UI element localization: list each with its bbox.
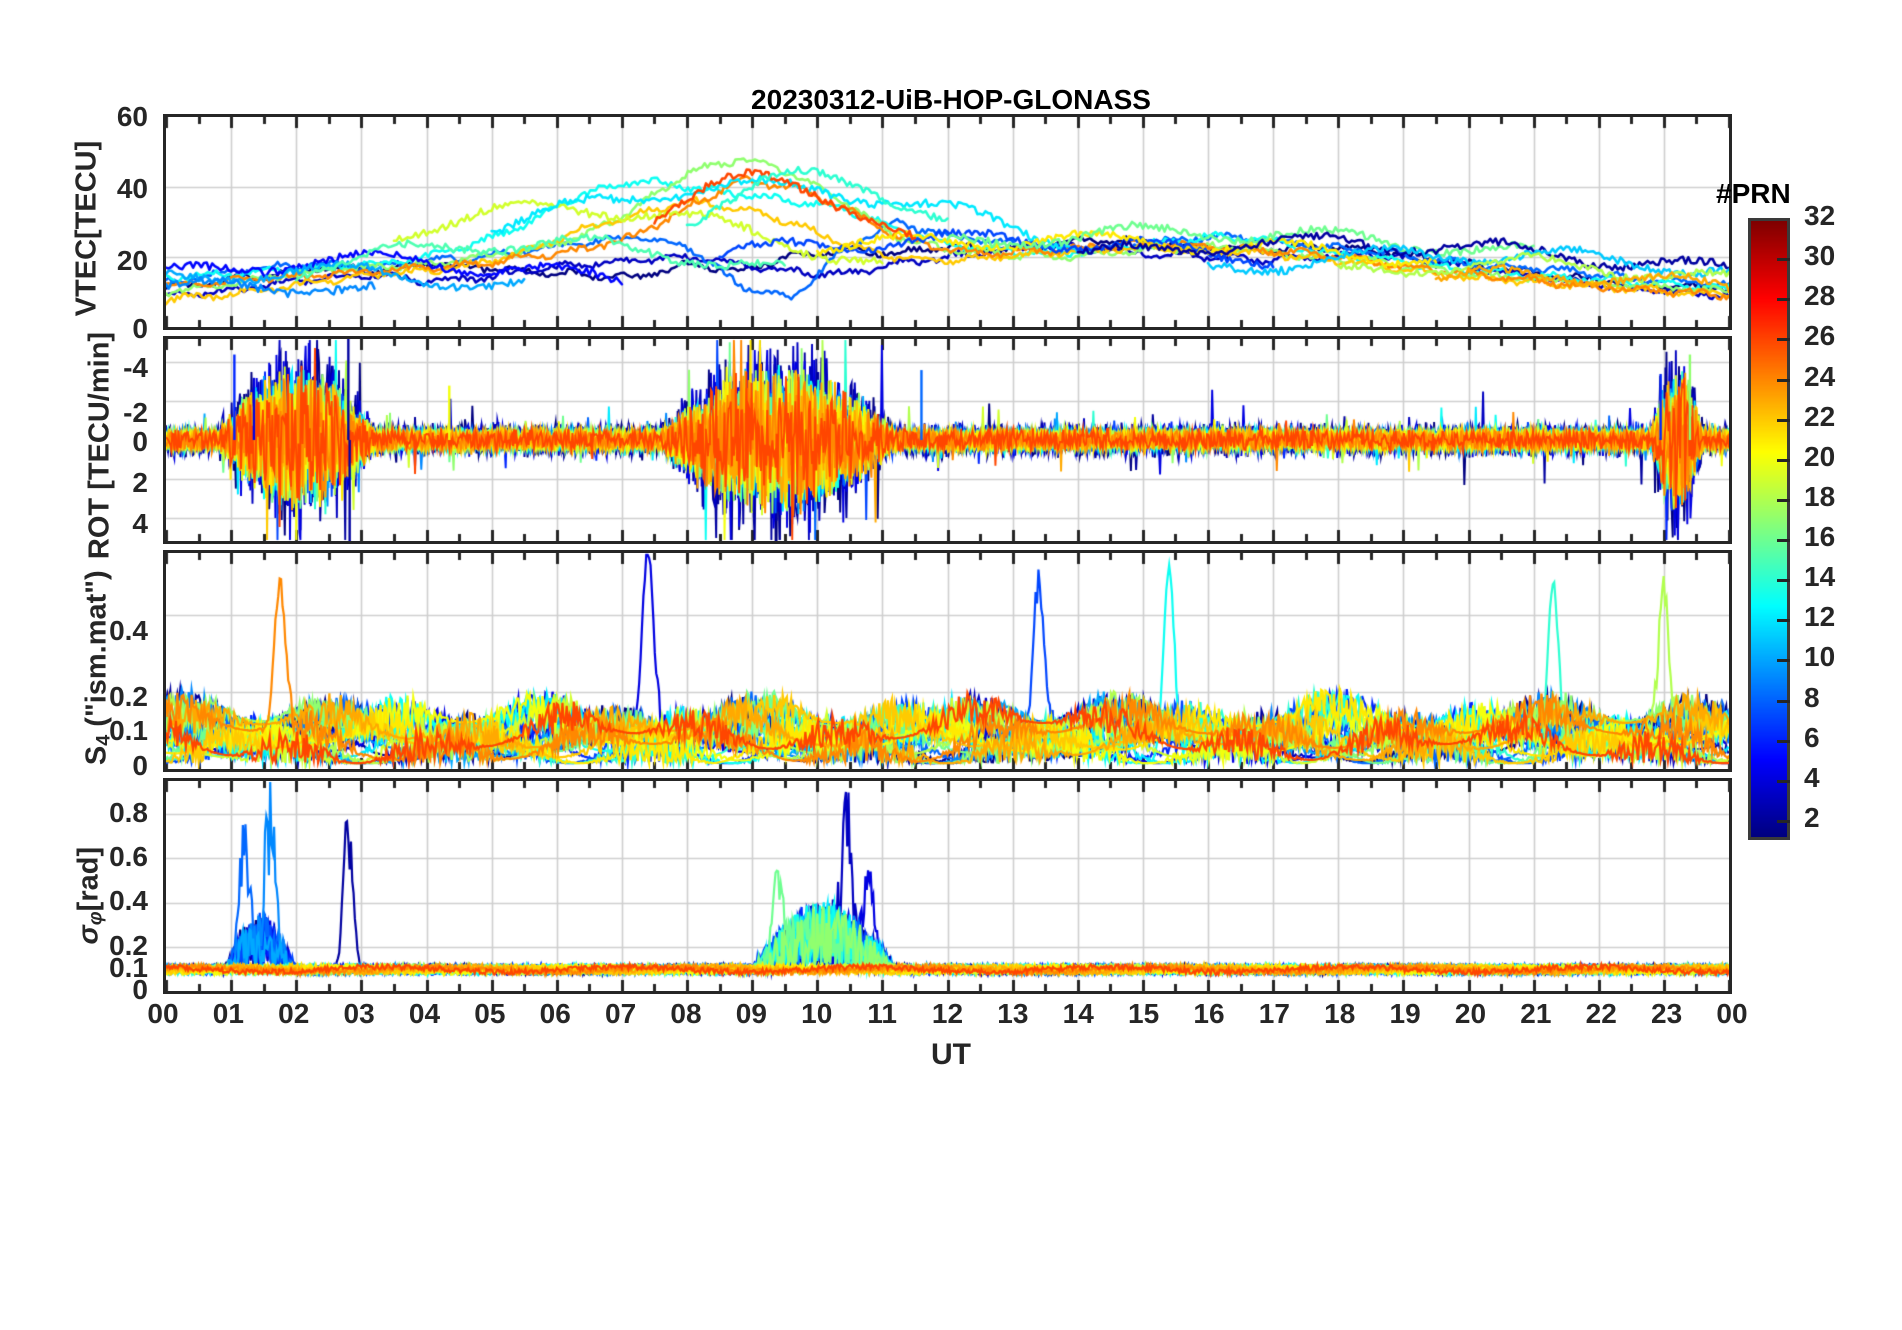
colorbar-tickmark-16 (1777, 539, 1790, 543)
colorbar-tick-24: 24 (1804, 360, 1836, 392)
colorbar-tick-26: 26 (1804, 320, 1836, 352)
colorbar-title: #PRN (1716, 178, 1791, 209)
ytick-sp-0: 0 (132, 974, 148, 1005)
colorbar-tickmark-14 (1777, 579, 1790, 583)
ytick-vtec-0: 0 (132, 313, 148, 344)
xtick-07-7: 07 (605, 998, 637, 1029)
colorbar-tickmark-20 (1777, 458, 1790, 462)
colorbar-tick-4: 4 (1804, 761, 1820, 793)
xtick-09-9: 09 (735, 998, 767, 1029)
colorbar-tick-16: 16 (1804, 521, 1836, 553)
xtick-12-12: 12 (931, 998, 964, 1029)
xtick-13-13: 13 (997, 998, 1029, 1029)
colorbar-tick-20: 20 (1804, 440, 1836, 472)
ytick-vtec-20: 20 (116, 245, 148, 276)
xtick-20-20: 20 (1454, 998, 1487, 1029)
colorbar-tick-28: 28 (1804, 280, 1836, 312)
xtick-19-19: 19 (1389, 998, 1421, 1029)
ytick-sp-06: 0.6 (109, 841, 148, 872)
colorbar-tick-18: 18 (1804, 480, 1836, 512)
colorbar-tickmark-4 (1777, 779, 1790, 783)
ytick-sp-08: 0.8 (109, 797, 148, 828)
colorbar-tick-12: 12 (1804, 601, 1836, 633)
xtick-04-4: 04 (408, 998, 441, 1029)
xtick-11-11: 11 (867, 998, 897, 1029)
ytick-s4-01: 0.1 (109, 715, 148, 746)
colorbar-tick-14: 14 (1804, 561, 1836, 593)
ytick-rot-m4: 4 (132, 508, 148, 539)
colorbar-tickmark-18 (1777, 498, 1790, 502)
panel-s4 (163, 550, 1732, 772)
colorbar-tickmark-8 (1777, 699, 1790, 703)
colorbar-tick-22: 22 (1804, 400, 1836, 432)
ytick-s4-0: 0 (132, 750, 148, 781)
figure-title: 20230312-UiB-HOP-GLONASS (751, 84, 1151, 115)
ytick-s4-04: 0.4 (109, 615, 148, 646)
ytick-vtec-40: 40 (116, 173, 148, 204)
colorbar-tick-6: 6 (1804, 721, 1820, 753)
x-axis-label: UT (931, 1038, 971, 1071)
colorbar-gradient (1748, 218, 1790, 840)
ytick-s4-02: 0.2 (109, 681, 148, 712)
xtick-05-5: 05 (474, 998, 506, 1029)
colorbar-tick-8: 8 (1804, 681, 1820, 713)
ytick-rot-2: -2 (123, 397, 148, 428)
ytick-sp-01: 0.1 (109, 952, 148, 983)
colorbar-tick-30: 30 (1804, 240, 1836, 272)
colorbar-tickmark-28 (1777, 298, 1790, 302)
colorbar-tickmark-22 (1777, 418, 1790, 422)
xtick-14-14: 14 (1062, 998, 1094, 1029)
xtick-16-16: 16 (1193, 998, 1225, 1029)
xtick-17-17: 17 (1258, 998, 1290, 1029)
colorbar-tickmark-10 (1777, 659, 1790, 663)
ytick-sp-02: 0.2 (109, 930, 148, 961)
xtick-10-10: 10 (801, 998, 833, 1029)
xtick-02-2: 02 (278, 998, 310, 1029)
ytick-rot-4: -4 (123, 352, 148, 383)
colorbar-tickmark-24 (1777, 378, 1790, 382)
panel-rot (163, 336, 1732, 544)
panel-sigma-phi (163, 778, 1732, 994)
xtick-00-24: 00 (1716, 998, 1748, 1029)
xtick-23-23: 23 (1651, 998, 1683, 1029)
ytick-rot-0: 0 (132, 426, 148, 457)
colorbar-tick-2: 2 (1804, 801, 1820, 833)
colorbar-tickmark-2 (1777, 819, 1790, 823)
xtick-15-15: 15 (1128, 998, 1160, 1029)
colorbar-tickmark-30 (1777, 258, 1790, 262)
colorbar-tick-32: 32 (1804, 200, 1836, 231)
xtick-08-8: 08 (670, 998, 702, 1029)
colorbar-tickmark-6 (1777, 739, 1790, 743)
xtick-21-21: 21 (1520, 998, 1552, 1029)
panel-vtec (163, 114, 1732, 330)
xtick-03-3: 03 (343, 998, 375, 1029)
ytick-vtec-60: 60 (116, 101, 148, 132)
xtick-18-18: 18 (1324, 998, 1356, 1029)
xtick-06-6: 06 (539, 998, 571, 1029)
xtick-00-0: 00 (147, 998, 179, 1029)
colorbar-tick-10: 10 (1804, 641, 1836, 673)
colorbar-tickmark-12 (1777, 619, 1790, 623)
colorbar-tickmark-26 (1777, 338, 1790, 342)
xtick-01-1: 01 (212, 998, 244, 1029)
xtick-22-22: 22 (1585, 998, 1617, 1029)
ytick-sp-04: 0.4 (109, 885, 148, 916)
ytick-rot-m2: 2 (132, 467, 148, 498)
